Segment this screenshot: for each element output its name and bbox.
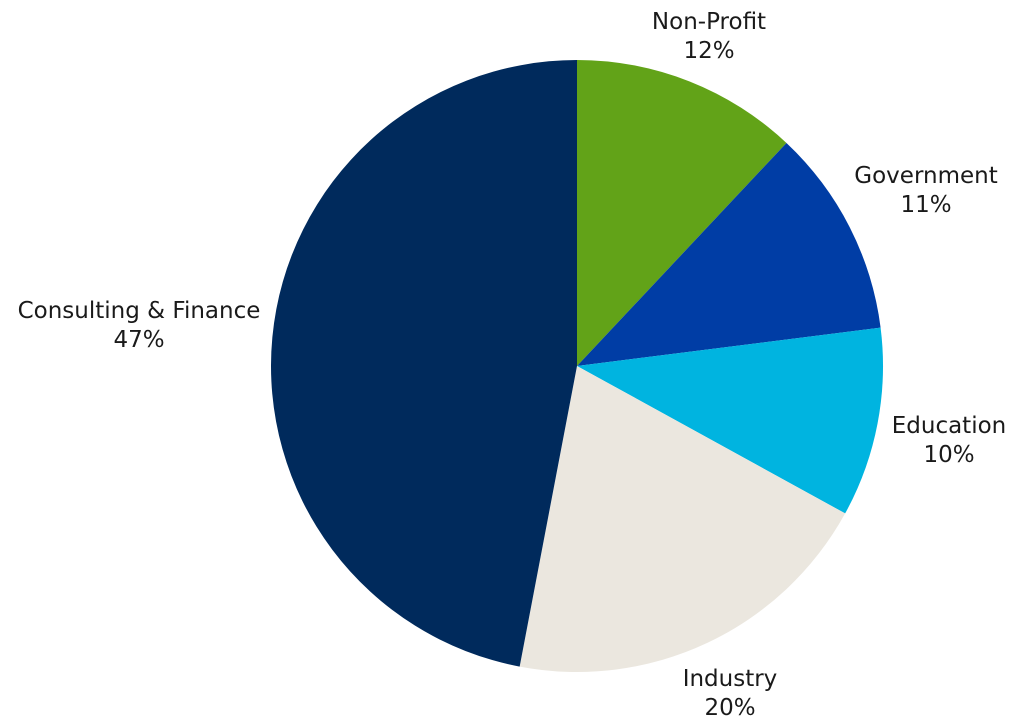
pie-slices xyxy=(270,60,884,673)
slice-value-non-profit: 12% xyxy=(683,38,734,64)
slice-value-consulting-finance: 47% xyxy=(113,327,164,353)
slice-label-industry: Industry xyxy=(683,666,778,692)
slice-value-industry: 20% xyxy=(704,695,755,721)
slice-label-government: Government xyxy=(854,163,997,189)
pie-slice-consulting-finance xyxy=(270,60,577,667)
slice-value-education: 10% xyxy=(923,442,974,468)
pie-slice-industry xyxy=(519,366,846,673)
slice-label-non-profit: Non-Profit xyxy=(652,9,766,35)
pie-slice-non-profit xyxy=(577,60,787,366)
pie-slice-education xyxy=(577,327,884,514)
slice-label-consulting-finance: Consulting & Finance xyxy=(18,298,261,324)
slice-value-government: 11% xyxy=(900,192,951,218)
slice-label-education: Education xyxy=(892,413,1007,439)
pie-slice-government xyxy=(577,142,881,366)
pie-labels: Non-Profit 12% Government 11% Education 10% In… xyxy=(18,9,1007,721)
